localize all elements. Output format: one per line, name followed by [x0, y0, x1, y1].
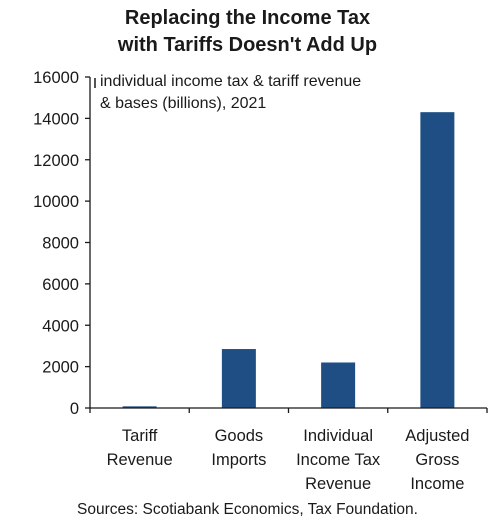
y-tick-label: 10000 — [33, 193, 79, 211]
y-tick-label: 4000 — [42, 317, 79, 335]
y-tick-label: 0 — [70, 400, 79, 418]
clipped-axis-label: d — [0, 281, 1, 299]
x-category-label: Individual Income Tax Revenue — [296, 427, 381, 493]
bar-chart: 16000 14000 12000 10000 8000 6000 4000 2000 0 Ta… — [33, 69, 488, 493]
x-axis: Tariff Revenue Goods Imports Individual Incom… — [89, 407, 488, 493]
bar — [420, 112, 455, 408]
y-axis: 16000 14000 12000 10000 8000 6000 4000 2000 0 — [33, 69, 91, 418]
y-tick-label: 14000 — [33, 110, 79, 128]
y-tick-label: 8000 — [42, 235, 79, 253]
chart-annotation-line-1: individual income tax & tariff revenue — [100, 73, 361, 90]
bar — [122, 406, 157, 408]
chart-title-line-1: Replacing the Income Tax — [124, 7, 371, 29]
chart-title-line-2: with Tariffs Doesn't Add Up — [117, 34, 378, 56]
bar — [321, 362, 356, 408]
x-category-label: Adjusted Gross Income — [405, 427, 469, 493]
chart-annotation-line-2: & bases (billions), 2021 — [100, 95, 266, 112]
y-tick-label: 16000 — [33, 69, 79, 87]
y-tick-label: 2000 — [42, 359, 79, 377]
y-tick-label: 6000 — [42, 276, 79, 294]
x-category-label: Goods Imports — [211, 427, 266, 469]
bar — [221, 349, 256, 408]
bars — [122, 112, 455, 408]
source-note: Sources: Scotiabank Economics, Tax Found… — [77, 501, 418, 518]
y-tick-label: 12000 — [33, 152, 79, 170]
x-category-label: Tariff Revenue — [107, 427, 173, 469]
